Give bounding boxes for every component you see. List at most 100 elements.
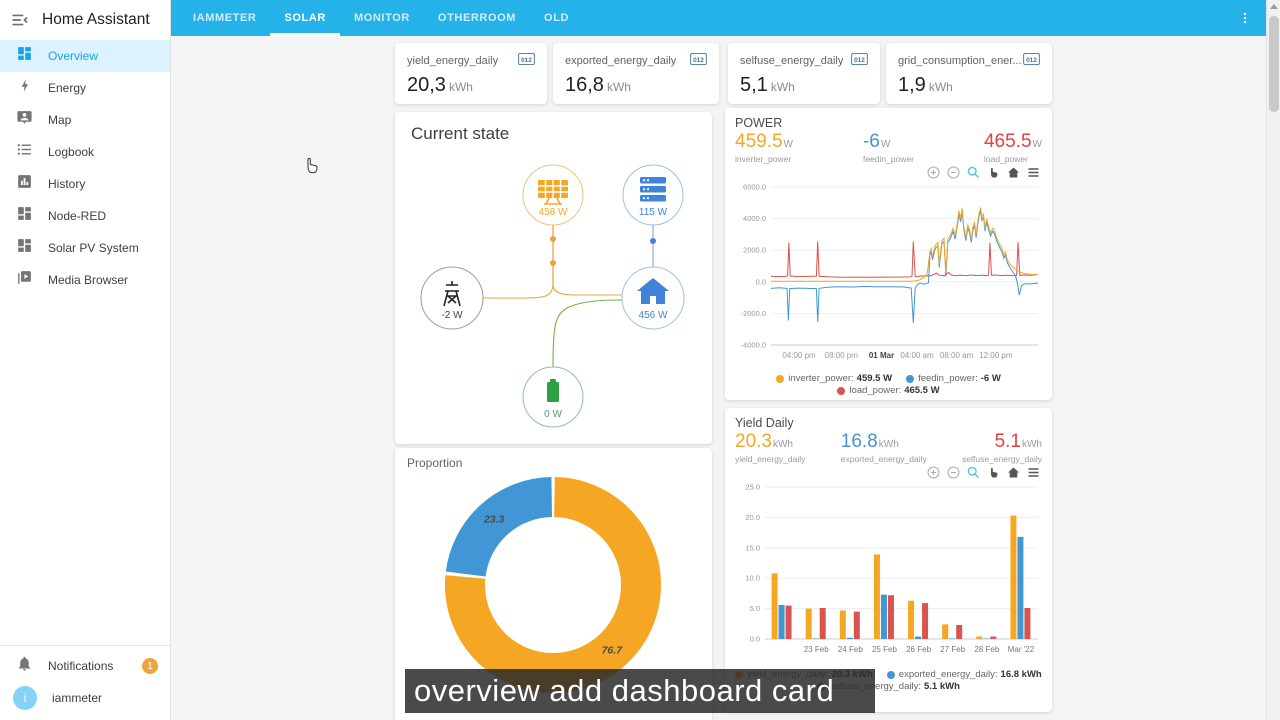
node-battery[interactable]: 0 W bbox=[522, 366, 584, 428]
legend-item[interactable]: inverter_power: 459.5 W bbox=[776, 373, 892, 384]
zoom-in-icon[interactable] bbox=[927, 166, 940, 179]
tab-monitor[interactable]: MONITOR bbox=[353, 12, 410, 24]
legend-dot bbox=[886, 670, 895, 679]
scroll-up-arrow[interactable] bbox=[1269, 4, 1278, 9]
card-title: POWER bbox=[735, 116, 783, 130]
yield-bar-chart[interactable]: 25.0 20.0 15.0 10.0 5.0 0.0 23 Feb 24 Feb 25 Feb… bbox=[735, 481, 1042, 667]
svg-text:012: 012 bbox=[693, 57, 704, 64]
sidebar-item-media-browser[interactable]: Media Browser bbox=[0, 264, 170, 296]
dashboard-view: yield_energy_daily 012 20,3 kWh exported_… bbox=[171, 36, 1280, 720]
svg-text:28 Feb: 28 Feb bbox=[974, 645, 999, 654]
subtitle-caption: overview add dashboard card bbox=[405, 669, 875, 713]
tab-iammeter[interactable]: IAMMETER bbox=[193, 12, 257, 24]
sensor-card-grid-consumption[interactable]: grid_consumption_ener... 012 1,9 kWh bbox=[886, 43, 1052, 104]
sidebar-item-node-red[interactable]: Node-RED bbox=[0, 200, 170, 232]
view-dashboard-icon bbox=[16, 205, 33, 227]
sidebar: Home Assistant Overview Energy Map Logbo… bbox=[0, 0, 171, 720]
lightning-bolt-icon bbox=[16, 77, 33, 99]
restore-home-icon[interactable] bbox=[1007, 166, 1020, 179]
sidebar-item-solar-pv-system[interactable]: Solar PV System bbox=[0, 232, 170, 264]
svg-text:23.3: 23.3 bbox=[483, 514, 505, 526]
legend-item[interactable]: feedin_power: -6 W bbox=[906, 373, 1001, 384]
tab-solar[interactable]: SOLAR bbox=[270, 0, 340, 36]
sidebar-header: Home Assistant bbox=[0, 0, 170, 40]
power-stats: 459.5W inverter_power -6W feedin_power 465… bbox=[735, 131, 1042, 164]
svg-text:-4000.0: -4000.0 bbox=[741, 341, 766, 350]
tab-old[interactable]: OLD bbox=[544, 12, 570, 24]
power-legend: inverter_power: 459.5 W feedin_power: -6 W… bbox=[735, 373, 1042, 396]
sidebar-item-notifications[interactable]: Notifications 1 bbox=[0, 650, 170, 682]
svg-text:25 Feb: 25 Feb bbox=[872, 645, 897, 654]
stat-selfuse-energy: 5.1kWh selfuse_energy_daily bbox=[962, 431, 1042, 464]
node-solar[interactable]: 458 W bbox=[522, 164, 584, 226]
counter-icon: 012 bbox=[851, 52, 868, 70]
legend-dot bbox=[906, 374, 915, 383]
view-dashboard-icon bbox=[16, 45, 33, 67]
svg-text:08:00 pm: 08:00 pm bbox=[825, 351, 859, 360]
sensor-card-exported[interactable]: exported_energy_daily 012 16,8 kWh bbox=[553, 43, 719, 104]
data-view-icon[interactable] bbox=[1027, 166, 1040, 179]
svg-text:76.7: 76.7 bbox=[602, 644, 624, 656]
sidebar-item-map[interactable]: Map bbox=[0, 104, 170, 136]
view-tabs: IAMMETER SOLAR MONITOR OTHERROOM OLD bbox=[179, 0, 583, 36]
avatar: i bbox=[13, 686, 37, 710]
solar-panel-icon bbox=[538, 180, 568, 205]
zoom-in-icon[interactable] bbox=[927, 466, 940, 479]
sensor-card-yield[interactable]: yield_energy_daily 012 20,3 kWh bbox=[395, 43, 547, 104]
sidebar-item-history[interactable]: History bbox=[0, 168, 170, 200]
svg-text:5.0: 5.0 bbox=[750, 604, 760, 613]
zoom-out-icon[interactable] bbox=[947, 166, 960, 179]
node-home[interactable]: 456 W bbox=[621, 266, 685, 330]
svg-text:20.0: 20.0 bbox=[745, 513, 760, 522]
sidebar-item-overview[interactable]: Overview bbox=[0, 40, 170, 72]
legend-item[interactable]: load_power: 465.5 W bbox=[837, 385, 940, 396]
tooltip-account-icon bbox=[16, 109, 33, 131]
svg-text:27 Feb: 27 Feb bbox=[940, 645, 965, 654]
svg-text:08:00 am: 08:00 am bbox=[940, 351, 974, 360]
chart-box-icon bbox=[16, 173, 33, 195]
node-server[interactable]: 115 W bbox=[622, 164, 684, 226]
card-title: Yield Daily bbox=[735, 416, 794, 430]
stat-exported-energy: 16.8kWh exported_energy_daily bbox=[840, 431, 927, 464]
node-grid[interactable]: -2 W bbox=[420, 266, 484, 330]
svg-text:456 W: 456 W bbox=[639, 310, 668, 321]
svg-text:04:00 pm: 04:00 pm bbox=[782, 351, 816, 360]
magnifier-icon[interactable] bbox=[967, 166, 980, 179]
battery-icon bbox=[547, 379, 559, 402]
scroll-thumb[interactable] bbox=[1269, 16, 1279, 112]
pan-hand-icon[interactable] bbox=[987, 166, 1000, 179]
svg-text:6000.0: 6000.0 bbox=[743, 183, 766, 192]
svg-text:23 Feb: 23 Feb bbox=[804, 645, 829, 654]
play-box-icon bbox=[16, 269, 33, 291]
tab-otherroom[interactable]: OTHERROOM bbox=[437, 12, 517, 24]
transmission-tower-icon bbox=[443, 281, 461, 307]
svg-text:458 W: 458 W bbox=[539, 207, 568, 218]
menu-open-icon[interactable] bbox=[10, 10, 30, 30]
app-header: IAMMETER SOLAR MONITOR OTHERROOM OLD bbox=[171, 0, 1280, 36]
sensor-card-selfuse[interactable]: selfuse_energy_daily 012 5,1 kWh bbox=[728, 43, 880, 104]
stat-inverter-power: 459.5W inverter_power bbox=[735, 131, 793, 164]
data-view-icon[interactable] bbox=[1027, 466, 1040, 479]
svg-text:10.0: 10.0 bbox=[745, 574, 760, 583]
restore-home-icon[interactable] bbox=[1007, 466, 1020, 479]
legend-dot bbox=[776, 374, 785, 383]
power-line-chart[interactable]: 6000.0 4000.0 2000.0 0.0 -2000.0 -4000.0 04:00… bbox=[735, 181, 1042, 371]
chart-toolbar bbox=[735, 466, 1040, 481]
pan-hand-icon[interactable] bbox=[987, 466, 1000, 479]
power-chart-card: POWER 459.5W inverter_power -6W feedin_pow… bbox=[725, 108, 1052, 400]
magnifier-icon[interactable] bbox=[967, 466, 980, 479]
kebab-menu-icon[interactable] bbox=[1238, 0, 1252, 36]
sidebar-item-logbook[interactable]: Logbook bbox=[0, 136, 170, 168]
server-icon bbox=[640, 177, 666, 202]
sidebar-item-profile[interactable]: i iammeter bbox=[0, 682, 170, 714]
counter-icon: 012 bbox=[690, 52, 707, 70]
legend-item[interactable]: exported_energy_daily: 16.8 kWh bbox=[886, 669, 1042, 680]
stat-feedin-power: -6W feedin_power bbox=[862, 131, 915, 164]
zoom-out-icon[interactable] bbox=[947, 466, 960, 479]
stat-load-power: 465.5W load_power bbox=[983, 131, 1042, 164]
scrollbar[interactable] bbox=[1266, 0, 1280, 720]
svg-text:2000.0: 2000.0 bbox=[743, 246, 766, 255]
svg-text:115 W: 115 W bbox=[639, 207, 668, 218]
svg-text:26 Feb: 26 Feb bbox=[906, 645, 931, 654]
sidebar-item-energy[interactable]: Energy bbox=[0, 72, 170, 104]
